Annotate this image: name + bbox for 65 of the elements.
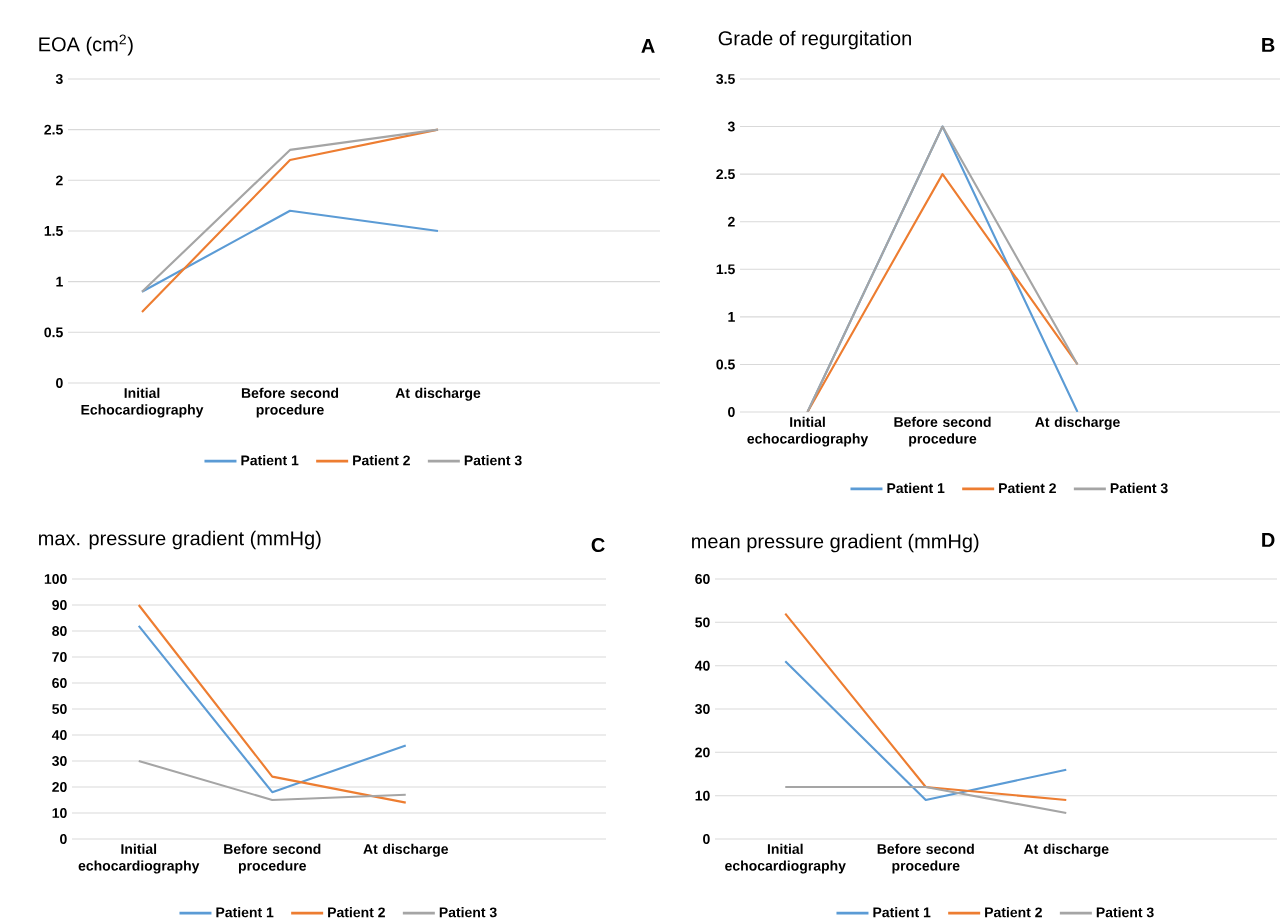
- legend-label: Patient 2: [985, 907, 1042, 918]
- y-tick-label: 2.5: [44, 124, 63, 135]
- y-tick-label: 3.5: [716, 74, 735, 84]
- y-tick-label: 90: [52, 600, 67, 610]
- x-tick-label: At discharge: [395, 387, 481, 401]
- y-tick-label: 20: [695, 747, 710, 758]
- x-tick-label: At discharge: [363, 843, 449, 857]
- y-tick-label: 0.5: [44, 327, 63, 338]
- y-tick-label: 1.5: [716, 264, 735, 275]
- legend-label: Patient 2: [328, 907, 385, 918]
- text: A: [641, 39, 655, 53]
- y-tick-label: 2: [727, 216, 735, 227]
- x-tick-label: Initial echocardiography: [725, 843, 846, 874]
- legend-label: Patient 1: [241, 455, 299, 466]
- chart-title: mean pressure gradient (mmHg): [692, 533, 979, 553]
- legend-label: Patient 2: [353, 455, 410, 466]
- legend-label: Patient 3: [1110, 482, 1168, 494]
- legend-label: Patient 2: [999, 482, 1056, 494]
- y-tick-label: 20: [52, 782, 67, 792]
- y-tick-label: 0: [60, 834, 67, 844]
- y-tick-label: 30: [52, 756, 67, 766]
- y-tick-label: 60: [695, 574, 710, 584]
- y-tick-label: 100: [44, 574, 67, 584]
- chart-title: Grade of regurgitation: [718, 30, 911, 50]
- y-tick-label: 0: [728, 407, 735, 417]
- y-tick-label: 50: [52, 704, 67, 714]
- y-tick-label: 40: [51, 730, 67, 740]
- x-tick-label: Initial Echocardiography: [81, 387, 204, 418]
- y-tick-label: 3: [727, 121, 735, 132]
- y-tick-label: 60: [52, 678, 67, 688]
- x-tick-label: Initial echocardiography: [747, 416, 869, 447]
- y-tick-label: 10: [52, 808, 67, 818]
- y-tick-label: 30: [695, 704, 710, 714]
- x-tick-label: Initial echocardiography: [78, 843, 200, 874]
- y-tick-label: 1: [728, 312, 735, 322]
- legend-label: Patient 3: [1096, 907, 1154, 918]
- chart-title: EOA (cm$^{2}$): [39, 34, 133, 56]
- x-tick-label: Before second procedure: [241, 387, 339, 418]
- legend-label: Patient 1: [216, 907, 274, 918]
- y-tick-label: 40: [694, 660, 710, 671]
- y-tick-label: 80: [52, 626, 67, 636]
- y-tick-label: 0.5: [716, 359, 735, 370]
- x-tick-label: Before second procedure: [224, 843, 321, 874]
- chart-title: max. pressure gradient (mmHg): [39, 530, 321, 550]
- legend-label: Patient 3: [464, 455, 522, 466]
- x-tick-label: Before second procedure: [894, 416, 991, 447]
- text: D: [1262, 533, 1275, 547]
- y-tick-label: 1: [56, 276, 63, 287]
- y-tick-label: 2.5: [716, 169, 735, 180]
- legend-label: Patient 1: [887, 482, 945, 494]
- text: C: [591, 537, 605, 553]
- legend-label: Patient 1: [873, 907, 931, 918]
- y-tick-label: 3: [55, 74, 63, 84]
- y-tick-label: 50: [695, 617, 710, 628]
- y-tick-label: 2: [55, 175, 63, 186]
- x-tick-label: At discharge: [1023, 843, 1109, 857]
- x-tick-label: At discharge: [1035, 416, 1120, 430]
- y-tick-label: 0: [703, 834, 710, 844]
- y-tick-label: 0: [56, 378, 63, 388]
- x-tick-label: Before second procedure: [877, 843, 974, 874]
- y-tick-label: 70: [52, 652, 67, 662]
- legend-label: Patient 3: [439, 907, 497, 918]
- text: B: [1262, 38, 1275, 52]
- y-tick-label: 10: [695, 790, 710, 801]
- y-tick-label: 1.5: [44, 226, 63, 236]
